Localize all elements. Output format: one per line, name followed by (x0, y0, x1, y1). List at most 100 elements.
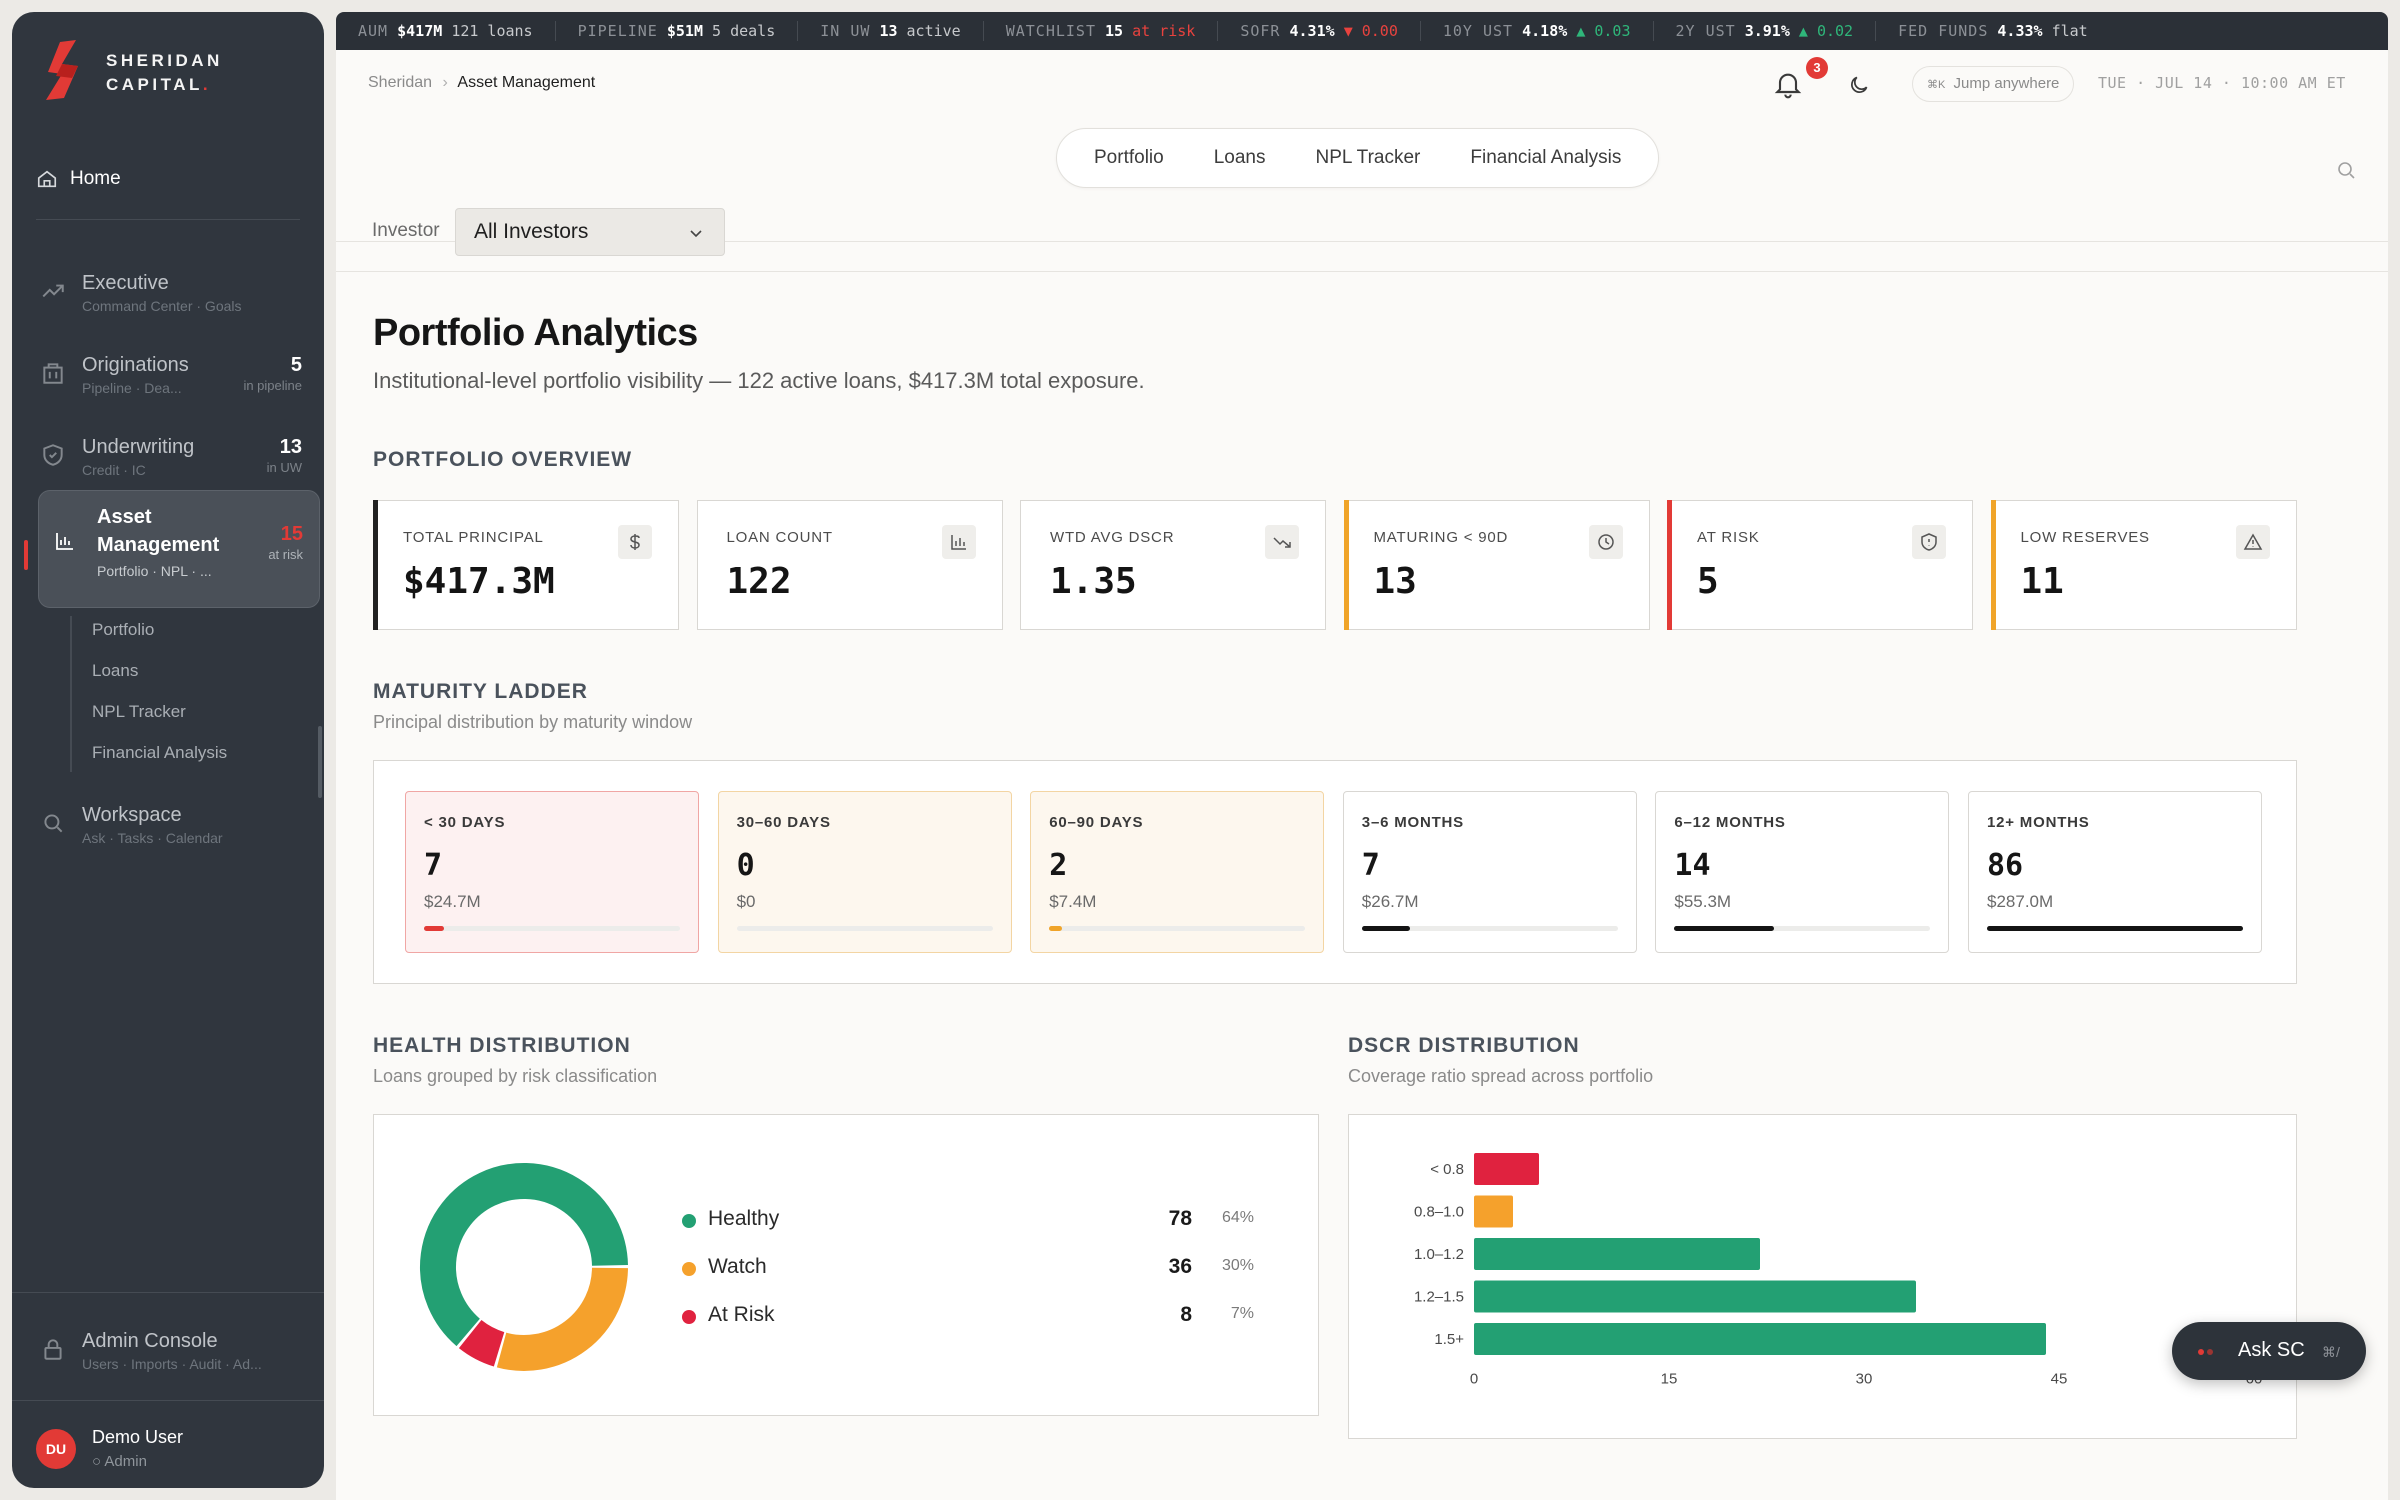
tab-npl-tracker[interactable]: NPL Tracker (1315, 147, 1421, 168)
status-dot (2198, 1349, 2204, 1355)
legend-row[interactable]: Healthy 78 64% (674, 1205, 1284, 1235)
tab-financial-analysis[interactable]: Financial Analysis (1470, 147, 1622, 168)
subnav-npl-tracker[interactable]: NPL Tracker (92, 702, 186, 721)
user-name: Demo User (92, 1427, 184, 1447)
kpi-card[interactable]: TOTAL PRINCIPAL $417.3M (373, 500, 679, 630)
breadcrumb-root[interactable]: Sheridan (368, 74, 433, 91)
legend-row[interactable]: At Risk 8 7% (674, 1301, 1284, 1331)
ticker-key: FED FUNDS (1898, 22, 1989, 40)
dscr-distribution-card: < 0.80.8–1.01.0–1.21.2–1.51.5+015304560 (1348, 1114, 2297, 1439)
maturity-bucket[interactable]: 30–60 DAYS 0 $0 (717, 791, 1012, 953)
ticker-key: 10Y UST (1442, 22, 1514, 40)
section-tabs: Portfolio Loans NPL Tracker Financial An… (1056, 128, 1660, 188)
donut-slice-watch[interactable] (496, 1267, 628, 1371)
moon-icon[interactable] (1846, 72, 1872, 98)
sidebar-item-label-2: Management (97, 534, 220, 556)
dscr-bar[interactable] (1474, 1280, 1916, 1313)
legend-row[interactable]: Watch 36 30% (674, 1253, 1284, 1283)
user-profile[interactable]: DU Demo User ○ Admin (12, 1400, 324, 1488)
dscr-subtitle: Coverage ratio spread across portfolio (1348, 1066, 1654, 1086)
sidebar-item-label: Underwriting (82, 436, 195, 458)
sidebar-item-executive[interactable]: Executive Command Center · Goals (36, 260, 306, 330)
brand-logo[interactable]: SHERIDAN CAPITAL. (42, 38, 223, 108)
kpi-label: WTD AVG DSCR (1050, 529, 1175, 546)
brand-line-2: CAPITAL. (106, 75, 212, 94)
jump-anywhere-button[interactable]: ⌘K Jump anywhere (1912, 66, 2074, 102)
dscr-bar[interactable] (1474, 1323, 2046, 1355)
jump-label: Jump anywhere (1953, 75, 2060, 92)
tab-portfolio[interactable]: Portfolio (1094, 147, 1164, 168)
search-icon[interactable] (2334, 158, 2358, 182)
pipeline-count: 5 (290, 354, 302, 376)
sidebar-item-home[interactable]: Home (36, 168, 121, 190)
kpi-value: $417.3M (403, 561, 555, 602)
bucket-count: 2 (1049, 848, 1068, 883)
legend-percent: 7% (1230, 1305, 1254, 1322)
bucket-amount: $55.3M (1674, 892, 1732, 911)
ticker-value: 4.18% (1522, 22, 1568, 40)
bucket-progress-fill (1674, 926, 1775, 931)
bucket-progress-fill (1361, 926, 1411, 931)
ticker-item: IN UW 13 active (798, 21, 984, 41)
bucket-amount: $0 (736, 892, 756, 911)
ticker-item: PIPELINE $51M 5 deals (556, 21, 799, 41)
ticker-item: WATCHLIST 15 at risk (984, 21, 1219, 41)
ticker-value: $417M (397, 22, 443, 40)
uw-count-label: in UW (266, 460, 302, 475)
sidebar: SHERIDAN CAPITAL. Home Executive Command… (12, 12, 324, 1488)
ticker-key: IN UW (820, 22, 871, 40)
dscr-x-tick: 30 (1856, 1371, 1873, 1388)
bucket-progress-fill (424, 926, 445, 931)
kpi-label: LOAN COUNT (726, 529, 833, 546)
maturity-subtitle: Principal distribution by maturity windo… (373, 712, 693, 732)
avatar: DU (36, 1429, 76, 1469)
dscr-bar[interactable] (1474, 1195, 1513, 1228)
maturity-bucket[interactable]: 60–90 DAYS 2 $7.4M (1030, 791, 1325, 953)
ticker-key: PIPELINE (577, 22, 658, 40)
sidebar-item-label: Workspace (82, 804, 182, 826)
sidebar-item-asset-management[interactable]: Asset Management Portfolio · NPL · ... 1… (38, 490, 320, 608)
sidebar-item-workspace[interactable]: Workspace Ask · Tasks · Calendar (36, 792, 306, 862)
kpi-card[interactable]: LOAN COUNT 122 (696, 500, 1003, 630)
kpi-card[interactable]: WTD AVG DSCR 1.35 (1020, 500, 1326, 630)
dscr-bar-chart: < 0.80.8–1.01.0–1.21.2–1.51.5+015304560 (1414, 1153, 2262, 1388)
sidebar-scrollbar[interactable] (318, 726, 322, 798)
tab-loans[interactable]: Loans (1213, 147, 1266, 168)
sidebar-item-label: Admin Console (82, 1330, 218, 1352)
ticker-item: 10Y UST 4.18% ▲ 0.03 (1421, 21, 1654, 41)
brand-line-1: SHERIDAN (106, 51, 223, 70)
ticker-change: at risk (1132, 22, 1196, 40)
kpi-card[interactable]: MATURING < 90D 13 (1343, 500, 1650, 630)
subnav-loans[interactable]: Loans (92, 661, 139, 680)
sidebar-item-admin-console[interactable]: Admin Console Users · Imports · Audit · … (36, 1318, 306, 1388)
subnav-financial-analysis[interactable]: Financial Analysis (92, 743, 228, 762)
ticker-value: $51M (666, 22, 703, 40)
dscr-bar[interactable] (1474, 1238, 1760, 1270)
legend-dot (682, 1214, 696, 1228)
ticker-item: AUM $417M 121 loans (336, 21, 556, 41)
legend-percent: 30% (1221, 1257, 1254, 1274)
kpi-card[interactable]: AT RISK 5 (1667, 500, 1973, 630)
sidebar-item-underwriting[interactable]: Underwriting Credit · IC 13 in UW (36, 424, 306, 494)
kpi-card[interactable]: LOW RESERVES 11 (1990, 500, 2297, 630)
maturity-bucket[interactable]: 3–6 MONTHS 7 $26.7M (1342, 791, 1637, 953)
investor-select[interactable]: All Investors (455, 208, 725, 256)
maturity-bucket[interactable]: 12+ MONTHS 86 $287.0M (1968, 791, 2262, 953)
maturity-bucket[interactable]: < 30 DAYS 7 $24.7M (405, 791, 699, 953)
subnav-portfolio[interactable]: Portfolio (92, 620, 155, 639)
bucket-label: < 30 DAYS (424, 814, 506, 831)
donut-slice-healthy[interactable] (420, 1163, 628, 1347)
at-risk-count-label: at risk (268, 547, 303, 562)
dscr-category-label: < 0.8 (1430, 1161, 1464, 1178)
legend-count: 36 (1168, 1255, 1192, 1278)
sidebar-item-originations[interactable]: Originations Pipeline · Dea... 5 in pipe… (36, 342, 306, 412)
maturity-bucket[interactable]: 6–12 MONTHS 14 $55.3M (1655, 791, 1950, 953)
dscr-bar[interactable] (1474, 1153, 1539, 1185)
bucket-count: 86 (1987, 848, 2024, 883)
pipeline-count-label: in pipeline (243, 378, 302, 393)
donut-slice-at-risk[interactable] (458, 1319, 505, 1367)
shield-check-icon (43, 444, 63, 466)
sidebar-item-sub: Users · Imports · Audit · Ad... (82, 1356, 262, 1372)
ask-sc-button[interactable]: Ask SC ⌘/ (2172, 1322, 2366, 1380)
bell-icon[interactable] (1772, 68, 1804, 100)
